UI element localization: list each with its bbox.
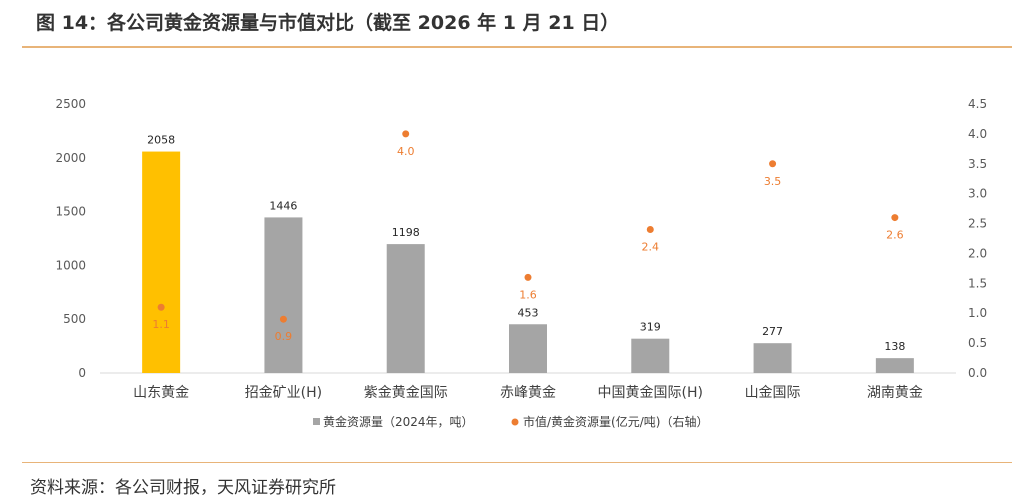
ratio-point-label: 2.6 — [886, 229, 904, 242]
x-tick-label: 湖南黄金 — [867, 384, 923, 401]
y-left-tick-label: 500 — [63, 312, 86, 326]
y-right-tick-label: 4.5 — [968, 97, 987, 111]
y-left-tick-label: 2500 — [55, 97, 86, 111]
bar-value-label: 1198 — [392, 226, 420, 239]
y-left-tick-label: 1000 — [55, 258, 86, 272]
legend-dot-swatch — [511, 418, 519, 426]
x-tick-label: 紫金黄金国际 — [364, 384, 448, 401]
bar — [753, 343, 792, 373]
y-right-tick-label: 2.5 — [968, 217, 987, 231]
ratio-point — [157, 303, 165, 311]
y-left-tick-label: 0 — [78, 366, 86, 380]
bar — [142, 151, 181, 373]
bar-value-label: 277 — [762, 325, 783, 338]
y-right-tick-label: 3.0 — [968, 187, 987, 201]
bar-value-label: 138 — [884, 340, 905, 353]
y-right-tick-label: 1.5 — [968, 276, 987, 290]
source-note: 资料来源：各公司财报，天风证券研究所 — [30, 478, 336, 498]
x-tick-label: 赤峰黄金 — [500, 384, 556, 401]
y-right-tick-label: 0.0 — [968, 366, 987, 380]
bar — [264, 217, 303, 373]
y-left-tick-label: 1500 — [55, 205, 86, 219]
chart: 0 500 1000 1500 2000 2500 0.0 0.5 1.0 1.5 2.0 2.5 3.… — [55, 97, 987, 429]
figure-title: 图 14：各公司黄金资源量与市值对比（截至 2026 年 1 月 21 日） — [36, 12, 620, 34]
ratio-point — [769, 160, 777, 168]
ratio-point — [402, 130, 410, 138]
x-tick-label: 山东黄金 — [133, 384, 189, 401]
ratio-point — [279, 315, 287, 323]
bar-value-label: 319 — [640, 321, 661, 334]
bar-value-label: 1446 — [269, 199, 297, 212]
title-rule — [22, 46, 1012, 48]
y-right-tick-label: 4.0 — [968, 127, 987, 141]
source-rule — [22, 462, 1012, 463]
x-tick-label: 招金矿业(H) — [245, 385, 322, 401]
y-right-tick-label: 0.5 — [968, 336, 987, 350]
ratio-point-label: 1.6 — [519, 288, 537, 301]
ratio-point — [524, 273, 532, 281]
ratio-point-label: 3.5 — [764, 175, 782, 188]
ratio-point-label: 1.1 — [152, 318, 170, 331]
bar — [875, 358, 914, 373]
ratio-point-label: 4.0 — [397, 145, 415, 158]
x-tick-label: 中国黄金国际(H) — [598, 384, 703, 401]
bar-value-label: 2058 — [147, 134, 175, 147]
x-tick-label: 山金国际 — [745, 385, 801, 401]
ratio-point — [646, 226, 654, 234]
y-right-tick-label: 1.0 — [968, 306, 987, 320]
bar — [509, 324, 547, 373]
y-right-tick-label: 2.0 — [968, 246, 987, 260]
ratio-point-label: 0.9 — [275, 330, 293, 343]
legend-bar-label: 黄金资源量（2024年，吨） — [323, 414, 474, 429]
bar — [386, 244, 425, 373]
legend-dot-label: 市值/黄金资源量(亿元/吨)（右轴） — [523, 414, 708, 429]
y-left-tick-label: 2000 — [55, 151, 86, 165]
ratio-point-label: 2.4 — [642, 241, 660, 254]
y-right-tick-label: 3.5 — [968, 157, 987, 171]
bar — [631, 338, 670, 373]
bar-value-label: 453 — [518, 306, 539, 319]
legend-bar-swatch — [313, 418, 320, 425]
ratio-point — [891, 214, 899, 222]
